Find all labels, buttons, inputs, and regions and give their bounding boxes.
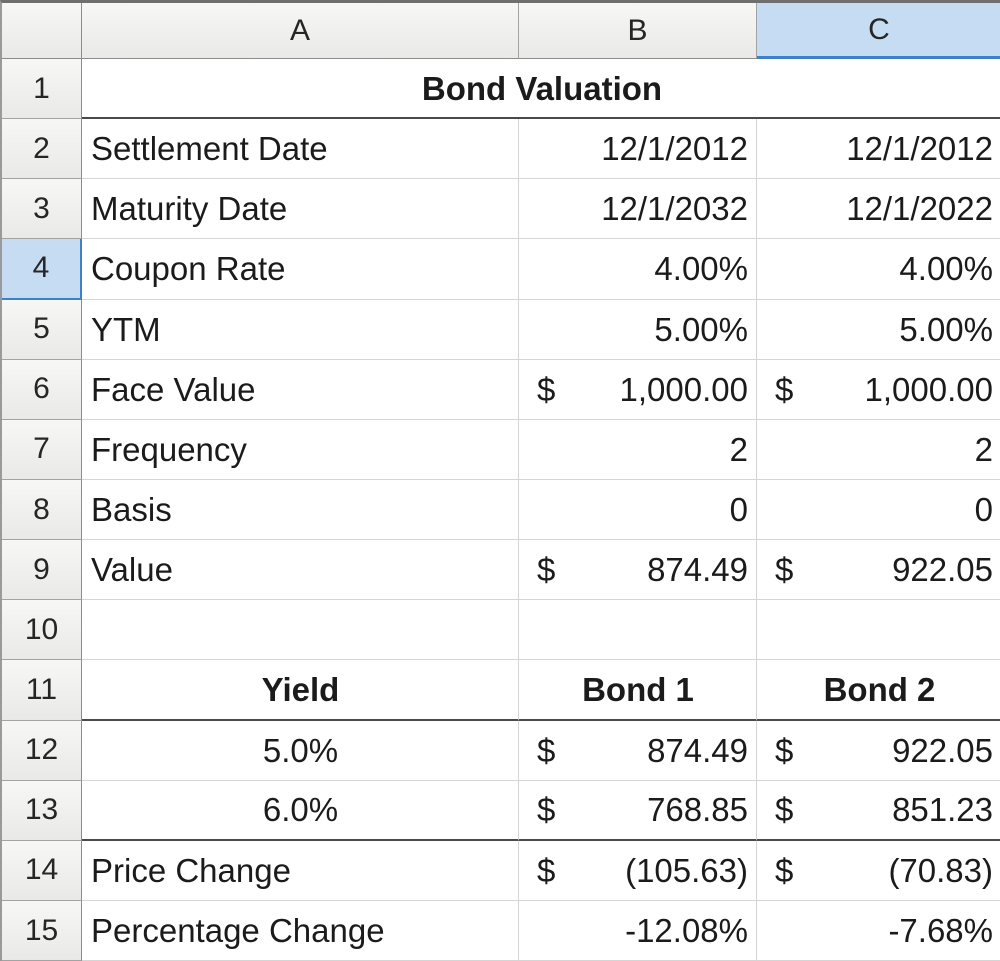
amount: 768.85 — [647, 791, 748, 829]
amount: 922.05 — [892, 551, 993, 589]
cell-b15[interactable]: -12.08% — [519, 900, 757, 961]
cell-c8[interactable]: 0 — [757, 479, 1000, 541]
cell-a12[interactable]: 5.0% — [82, 720, 519, 781]
amount: (105.63) — [625, 851, 748, 889]
select-all-corner[interactable] — [2, 3, 82, 59]
cell-a4[interactable]: Coupon Rate — [82, 239, 519, 300]
amount: 874.49 — [647, 551, 748, 589]
row-header-8[interactable]: 8 — [2, 479, 82, 541]
cell-a10[interactable] — [82, 600, 519, 661]
row-header-1[interactable]: 1 — [2, 59, 82, 120]
cell-a8[interactable]: Basis — [82, 479, 519, 541]
row-header-12[interactable]: 12 — [2, 720, 82, 781]
cell-a14[interactable]: Price Change — [82, 840, 519, 901]
cell-b9[interactable]: $ 874.49 — [519, 540, 757, 601]
cell-a5[interactable]: YTM — [82, 299, 519, 360]
amount: 922.05 — [892, 731, 993, 769]
currency-symbol: $ — [537, 731, 556, 769]
row-header-10[interactable]: 10 — [2, 600, 82, 661]
row-header-14[interactable]: 14 — [2, 840, 82, 901]
cell-b8[interactable]: 0 — [519, 479, 757, 541]
cell-b10[interactable] — [519, 600, 757, 661]
cell-c3[interactable]: 12/1/2022 — [757, 179, 1000, 240]
cell-c2[interactable]: 12/1/2012 — [757, 119, 1000, 180]
currency-symbol: $ — [537, 370, 556, 408]
column-header-a[interactable]: A — [82, 3, 519, 59]
row-header-5[interactable]: 5 — [2, 299, 82, 360]
currency-symbol: $ — [775, 791, 794, 829]
currency-symbol: $ — [775, 551, 794, 589]
row-header-6[interactable]: 6 — [2, 359, 82, 420]
cell-a9[interactable]: Value — [82, 540, 519, 601]
cell-a11[interactable]: Yield — [82, 660, 519, 721]
cell-b7[interactable]: 2 — [519, 419, 757, 480]
cell-b11[interactable]: Bond 1 — [519, 660, 757, 721]
column-header-c-selected[interactable]: C — [757, 3, 1000, 59]
row-header-4-selected[interactable]: 4 — [2, 239, 82, 300]
row-header-3[interactable]: 3 — [2, 179, 82, 240]
cell-a3[interactable]: Maturity Date — [82, 179, 519, 240]
currency-symbol: $ — [775, 731, 794, 769]
cell-c12[interactable]: $ 922.05 — [757, 720, 1000, 781]
cell-c14[interactable]: $ (70.83) — [757, 840, 1000, 901]
cell-b6[interactable]: $ 1,000.00 — [519, 359, 757, 420]
cell-c9[interactable]: $ 922.05 — [757, 540, 1000, 601]
cell-b4[interactable]: 4.00% — [519, 239, 757, 300]
cell-b13[interactable]: $ 768.85 — [519, 780, 757, 841]
cell-a13[interactable]: 6.0% — [82, 780, 519, 841]
amount: (70.83) — [888, 851, 993, 889]
cell-b2[interactable]: 12/1/2012 — [519, 119, 757, 180]
row-header-11[interactable]: 11 — [2, 660, 82, 721]
cell-b12[interactable]: $ 874.49 — [519, 720, 757, 781]
amount: 851.23 — [892, 791, 993, 829]
row-header-13[interactable]: 13 — [2, 780, 82, 841]
amount: 1,000.00 — [864, 370, 993, 408]
row-header-2[interactable]: 2 — [2, 119, 82, 180]
currency-symbol: $ — [537, 551, 556, 589]
cell-c10[interactable] — [757, 600, 1000, 661]
amount: 1,000.00 — [619, 370, 748, 408]
cell-a7[interactable]: Frequency — [82, 419, 519, 480]
row-header-9[interactable]: 9 — [2, 540, 82, 601]
row-header-7[interactable]: 7 — [2, 419, 82, 480]
column-header-b[interactable]: B — [519, 3, 757, 59]
currency-symbol: $ — [537, 791, 556, 829]
currency-symbol: $ — [775, 370, 794, 408]
row-header-15[interactable]: 15 — [2, 900, 82, 961]
cell-c6[interactable]: $ 1,000.00 — [757, 359, 1000, 420]
cell-b5[interactable]: 5.00% — [519, 299, 757, 360]
cell-a1-title[interactable]: Bond Valuation — [82, 59, 1000, 120]
cell-a15[interactable]: Percentage Change — [82, 900, 519, 961]
cell-c15[interactable]: -7.68% — [757, 900, 1000, 961]
cell-c11[interactable]: Bond 2 — [757, 660, 1000, 721]
amount: 874.49 — [647, 731, 748, 769]
currency-symbol: $ — [775, 851, 794, 889]
cell-a2[interactable]: Settlement Date — [82, 119, 519, 180]
cell-b14[interactable]: $ (105.63) — [519, 840, 757, 901]
cell-b3[interactable]: 12/1/2032 — [519, 179, 757, 240]
cell-c4[interactable]: 4.00% — [757, 239, 1000, 300]
currency-symbol: $ — [537, 851, 556, 889]
cell-c13[interactable]: $ 851.23 — [757, 780, 1000, 841]
cell-a6[interactable]: Face Value — [82, 359, 519, 420]
cell-c5[interactable]: 5.00% — [757, 299, 1000, 360]
cell-c7[interactable]: 2 — [757, 419, 1000, 480]
